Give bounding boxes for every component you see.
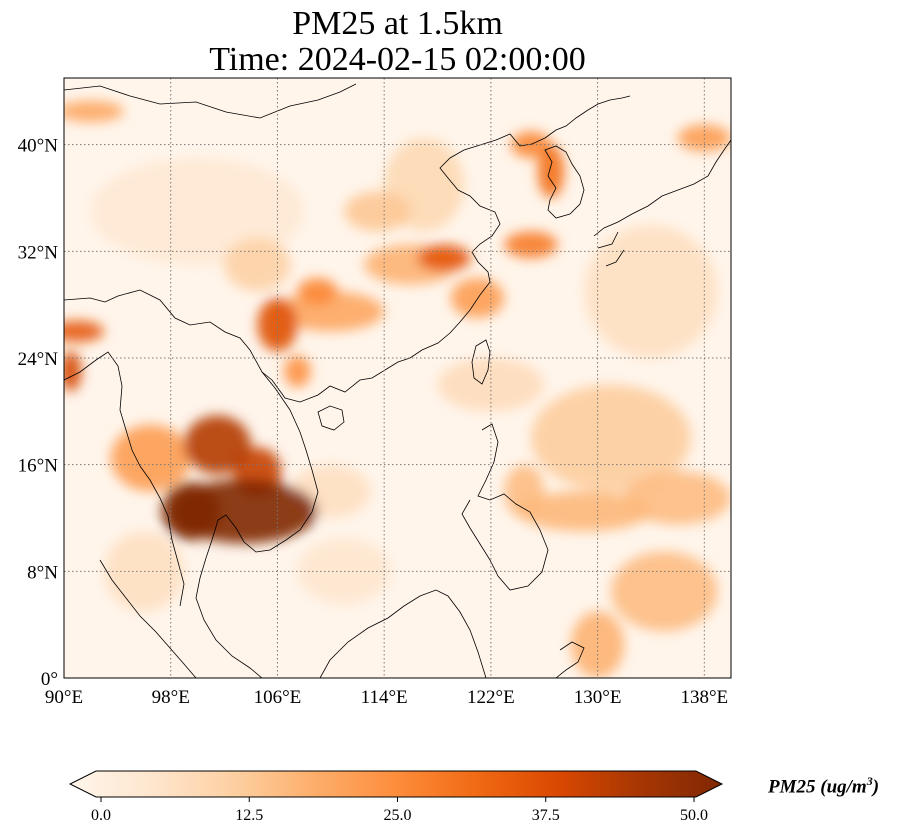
pm25-hotspot [184,415,251,474]
colorbar: 0.0 12.5 25.0 37.5 50.0 [68,770,724,824]
map-timestamp: Time: 2024-02-15 02:00:00 [209,41,586,78]
coast-taiwan [471,339,491,385]
lat-tick-label: 32°N [18,242,59,263]
lon-tick-label: 130°E [574,687,622,708]
coast-borneo [319,589,487,678]
coast-indochina [195,371,319,678]
lat-tick-label: 24°N [18,349,59,370]
latitude-ticks: 0° 8°N 16°N 24°N 32°N 40°N [18,136,59,690]
lat-tick-label: 40°N [18,136,59,157]
lon-tick-label: 138°E [680,687,728,708]
coast-philippines [461,423,549,591]
pm25-hotspot [344,191,411,232]
lon-tick-label: 114°E [361,687,408,708]
pm25-hotspot [90,158,305,265]
colorbar-tick-label: 0.0 [91,807,111,824]
pm25-hotspot [570,611,625,678]
gridlines [64,78,731,678]
coastlines [64,83,731,678]
colorbar-ticks: 0.0 12.5 25.0 37.5 50.0 [91,797,708,824]
pm25-hotspot [257,298,298,352]
coast-korea [544,145,585,219]
colorbar-bar [68,770,724,798]
coast-hainan [317,405,345,431]
pm25-field [64,100,731,678]
colorbar-tick-label: 50.0 [680,807,708,824]
pm25-hotspot [170,479,318,544]
pm25-hotspot [437,358,545,412]
pm25-hotspot [284,355,311,388]
colorbar-tick-label: 12.5 [235,807,263,824]
pm25-hotspot [610,551,718,632]
lon-tick-label: 90°E [45,687,83,708]
map-frame [63,77,732,679]
coast-myanmar [64,351,185,607]
pm25-hotspot [517,491,651,532]
lat-tick-label: 16°N [18,456,59,477]
map-plot-area [63,77,732,679]
map-title: PM25 at 1.5km [292,5,503,42]
pm25-hotspot [224,237,291,292]
lon-tick-label: 106°E [254,687,302,708]
lat-tick-label: 0° [41,669,58,690]
lat-tick-label: 8°N [27,562,58,583]
coast-sumatra [99,559,197,678]
longitude-ticks: 90°E 98°E 106°E 114°E 122°E 130°E 138°E [45,687,728,708]
lon-tick-label: 122°E [467,687,515,708]
coast-sulawesi [555,641,585,678]
pm25-hotspot [277,291,385,332]
pm25-hotspot [297,278,338,305]
colorbar-tick-label: 25.0 [384,807,412,824]
pm25-hotspot [537,144,565,198]
lon-tick-label: 98°E [152,687,190,708]
coast-japan [593,139,731,267]
pm25-hotspot [504,231,558,258]
coast-north [64,83,357,119]
pm25-hotspot [510,131,551,159]
pm25-hotspot [64,320,105,342]
coast-asia-mainland [64,95,631,403]
colorbar-tick-label: 37.5 [532,807,560,824]
pm25-hotspot [64,100,125,122]
pm25-hotspot [584,224,718,358]
pm25-hotspot [530,384,691,492]
pm25-hotspot [417,244,471,272]
pm25-hotspot [64,351,82,392]
colorbar-label: PM25 (ug/m3) [768,774,880,798]
